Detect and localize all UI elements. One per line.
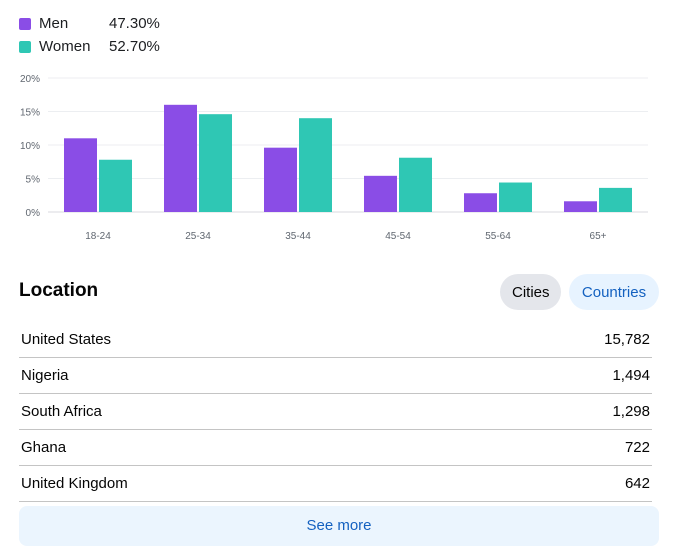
see-more-button[interactable]: See more [19, 506, 659, 546]
location-count: 1,298 [612, 403, 650, 420]
bar-women-35-44[interactable] [299, 118, 332, 212]
y-tick-label: 15% [20, 108, 40, 119]
location-name: Ghana [21, 439, 67, 456]
y-tick-label: 0% [26, 208, 41, 219]
x-tick-label: 35-44 [285, 231, 311, 242]
location-row: Nigeria 1,494 [19, 358, 652, 394]
bar-women-65+[interactable] [599, 187, 632, 212]
legend-value-women: 52.70% [109, 38, 160, 55]
y-tick-label: 5% [26, 175, 41, 186]
x-tick-label: 25-34 [185, 231, 211, 242]
y-tick-label: 20% [20, 74, 40, 85]
location-row: United States 15,782 [19, 322, 652, 358]
men-color-swatch [19, 17, 31, 30]
bar-men-25-34[interactable] [164, 104, 197, 212]
location-row: Ghana 722 [19, 430, 652, 466]
legend-value-men: 47.30% [109, 15, 160, 32]
location-title: Location [19, 280, 99, 301]
cities-tab-button[interactable]: Cities [500, 274, 561, 310]
bar-women-55-64[interactable] [499, 182, 532, 212]
location-name: Nigeria [21, 367, 69, 384]
age-gender-bar-chart: 0% 5% 10% 15% 20% 18-24 25-34 35-44 45-54 55-64 65… [20, 74, 648, 242]
bar-men-35-44[interactable] [264, 147, 297, 212]
bar-men-18-24[interactable] [64, 138, 97, 212]
bar-women-18-24[interactable] [99, 159, 132, 212]
bar-men-45-54[interactable] [364, 175, 397, 212]
legend-item-women: Women 52.70% [19, 35, 160, 58]
location-row: United Kingdom 642 [19, 466, 652, 502]
bar-men-65+[interactable] [564, 201, 597, 212]
location-name: South Africa [21, 403, 102, 420]
women-color-swatch [19, 40, 31, 53]
bar-women-45-54[interactable] [399, 157, 432, 212]
location-row: South Africa 1,298 [19, 394, 652, 430]
location-count: 15,782 [604, 331, 650, 348]
y-tick-label: 10% [20, 141, 40, 152]
legend-item-men: Men 47.30% [19, 12, 160, 35]
location-list: United States 15,782 Nigeria 1,494 South… [19, 322, 652, 502]
bar-women-25-34[interactable] [199, 114, 232, 212]
countries-tab-button[interactable]: Countries [569, 274, 659, 310]
x-tick-label: 55-64 [485, 231, 511, 242]
x-tick-label: 45-54 [385, 231, 411, 242]
bar-men-55-64[interactable] [464, 193, 497, 212]
location-name: United States [21, 331, 112, 348]
chart-legend: Men 47.30% Women 52.70% [19, 12, 160, 58]
x-tick-label: 18-24 [85, 231, 111, 242]
x-tick-label: 65+ [590, 231, 607, 242]
legend-label-men: Men [39, 15, 69, 32]
location-count: 722 [624, 439, 650, 456]
location-count: 1,494 [612, 367, 650, 384]
location-count: 642 [624, 475, 650, 492]
location-name: United Kingdom [21, 475, 128, 492]
legend-label-women: Women [39, 38, 91, 55]
